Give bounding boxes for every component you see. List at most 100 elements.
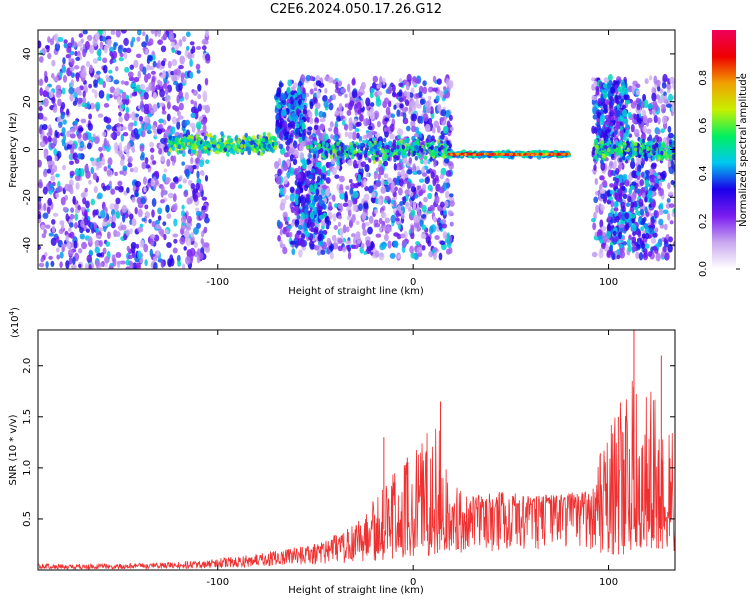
spectrogram-noise-dot bbox=[320, 188, 325, 196]
spectrogram-noise-dot bbox=[397, 253, 401, 259]
spectrogram-noise-dot bbox=[296, 172, 301, 179]
spectrogram-noise-dot bbox=[181, 210, 185, 218]
spectrogram-noise-dot bbox=[374, 208, 379, 215]
spectrogram-noise-dot bbox=[641, 192, 646, 199]
spectrogram-noise-dot bbox=[160, 259, 165, 268]
spectrogram-noise-dot bbox=[291, 248, 296, 256]
spectrogram-noise-dot bbox=[605, 99, 610, 106]
spectrogram-noise-dot bbox=[108, 265, 114, 269]
spectrogram-noise-dot bbox=[158, 118, 164, 124]
spectrogram-noise-dot bbox=[662, 209, 669, 215]
spectrogram-noise-dot bbox=[96, 252, 103, 258]
spectrogram-noise-dot bbox=[644, 243, 650, 249]
spectrogram-noise-dot bbox=[79, 226, 84, 234]
spectrogram-noise-dot bbox=[650, 238, 657, 244]
spectrogram-noise-dot bbox=[145, 86, 150, 93]
spectrogram-noise-dot bbox=[47, 135, 52, 143]
spectrogram-noise-dot bbox=[431, 126, 436, 134]
spectrogram-noise-dot bbox=[347, 209, 352, 217]
spectrogram-noise-dot bbox=[114, 202, 119, 211]
spectrogram-noise-dot bbox=[609, 189, 614, 195]
spectrogram-noise-dot bbox=[419, 116, 424, 124]
spectrogram-band-dot bbox=[622, 144, 626, 149]
spectrogram-noise-dot bbox=[200, 210, 206, 218]
spectrogram-noise-dot bbox=[174, 107, 180, 112]
spectrogram-noise-dot bbox=[646, 193, 652, 199]
spectrogram-noise-dot bbox=[120, 80, 125, 85]
spectrogram-noise-dot bbox=[646, 128, 652, 135]
spectrogram-noise-dot bbox=[127, 162, 133, 168]
spectrogram-band-dot bbox=[600, 143, 604, 149]
spectrogram-noise-dot bbox=[400, 233, 406, 239]
spectrogram-band-dot bbox=[414, 155, 418, 161]
spectrogram-noise-dot bbox=[86, 60, 90, 67]
spectrogram-noise-dot bbox=[51, 59, 56, 67]
spectrogram-noise-dot bbox=[85, 200, 90, 209]
spectrogram-noise-dot bbox=[433, 120, 440, 128]
spectrogram-noise-dot bbox=[195, 121, 202, 130]
spectrogram-noise-dot bbox=[334, 88, 340, 94]
spectrogram-noise-dot bbox=[631, 218, 636, 224]
spectrogram-noise-dot bbox=[300, 212, 306, 220]
spectrogram-noise-dot bbox=[439, 117, 445, 122]
spectrogram-noise-dot bbox=[171, 58, 178, 67]
spectrogram-noise-dot bbox=[668, 93, 673, 102]
spectrogram-noise-dot bbox=[368, 185, 374, 194]
spectrogram-noise-dot bbox=[92, 209, 98, 216]
spectrogram-noise-dot bbox=[404, 99, 410, 106]
spectrogram-noise-dot bbox=[62, 65, 67, 74]
spectrogram-noise-dot bbox=[275, 126, 280, 135]
spectrogram-noise-dot bbox=[287, 102, 292, 109]
spectrogram-noise-dot bbox=[282, 162, 288, 172]
spectrogram-noise-dot bbox=[196, 149, 202, 159]
spectrogram-noise-dot bbox=[43, 203, 47, 212]
spectrogram-noise-dot bbox=[129, 261, 134, 269]
spectrogram-noise-dot bbox=[160, 45, 167, 53]
spectrogram-noise-dot bbox=[418, 178, 425, 183]
spectrogram-noise-dot bbox=[449, 200, 455, 207]
spectrogram-noise-dot bbox=[653, 210, 659, 219]
spectrogram-band-dot bbox=[195, 134, 199, 139]
spectrogram-noise-dot bbox=[615, 122, 621, 130]
spectrogram-noise-dot bbox=[204, 30, 209, 38]
spectrogram-noise-dot bbox=[159, 199, 166, 204]
spectrogram-noise-dot bbox=[650, 218, 655, 227]
spectrogram-noise-dot bbox=[384, 180, 389, 186]
spectrogram-band-dot bbox=[228, 138, 232, 144]
spectrogram-noise-dot bbox=[445, 190, 450, 199]
spectrogram-noise-dot bbox=[104, 262, 108, 268]
spectrogram-noise-dot bbox=[302, 109, 308, 115]
spectrogram-noise-dot bbox=[401, 239, 407, 249]
spectrogram-noise-dot bbox=[364, 185, 369, 192]
spectrogram-noise-dot bbox=[439, 201, 445, 208]
spectrogram-band-dot bbox=[594, 139, 599, 145]
spectrogram-noise-dot bbox=[195, 162, 199, 170]
spectrogram-noise-dot bbox=[613, 159, 617, 169]
spectrogram-noise-dot bbox=[398, 97, 404, 103]
spectrogram-noise-dot bbox=[298, 98, 302, 106]
spectrogram-noise-dot bbox=[442, 94, 447, 99]
spectrogram-noise-dot bbox=[115, 231, 121, 238]
spectrogram-noise-dot bbox=[644, 196, 648, 203]
spectrogram-noise-dot bbox=[129, 167, 134, 173]
spectrogram-noise-dot bbox=[641, 171, 645, 178]
spectrogram-band-dot bbox=[383, 137, 387, 143]
spectrogram-noise-dot bbox=[399, 103, 404, 109]
spectrogram-noise-dot bbox=[290, 86, 296, 91]
spectrogram-noise-dot bbox=[443, 157, 450, 164]
spectrogram-band-dot bbox=[641, 145, 646, 150]
spectrogram-noise-dot bbox=[193, 100, 198, 109]
spectrogram-noise-dot bbox=[602, 179, 608, 188]
spectrogram-noise-dot bbox=[130, 245, 136, 254]
spectrogram-noise-dot bbox=[74, 168, 80, 177]
spectrogram-noise-dot bbox=[55, 89, 62, 98]
spectrogram-noise-dot bbox=[433, 215, 437, 223]
spectrogram-band-dot bbox=[407, 151, 411, 157]
spectrogram-noise-dot bbox=[44, 75, 49, 83]
spectrogram-noise-dot bbox=[89, 157, 95, 162]
spectrogram-noise-dot bbox=[152, 55, 156, 61]
spectrogram-noise-dot bbox=[331, 235, 337, 242]
spectrogram-noise-dot bbox=[183, 229, 190, 239]
spectrogram-noise-dot bbox=[283, 152, 289, 158]
spectrogram-noise-dot bbox=[421, 244, 426, 251]
